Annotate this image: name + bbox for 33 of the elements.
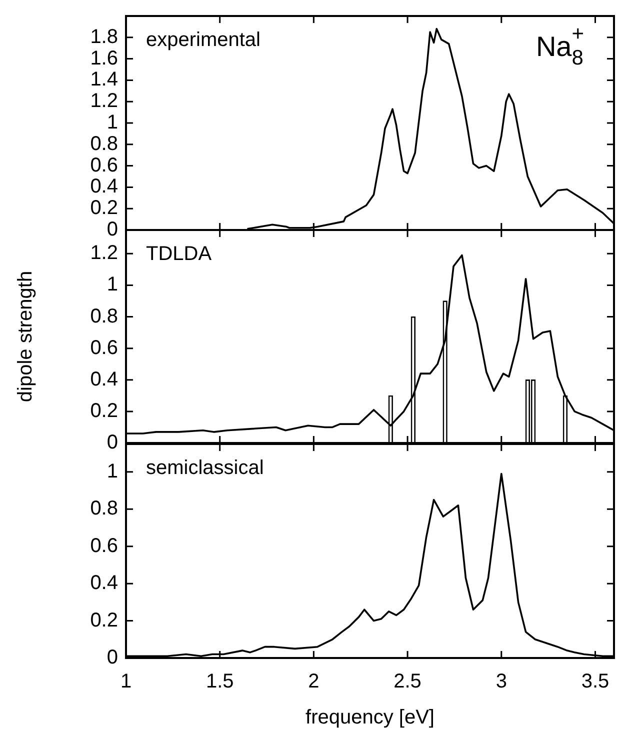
x-tick-label: 2.5 — [394, 670, 422, 693]
y-tick-label: 1 — [106, 274, 118, 296]
y-tick-label: 0 — [106, 432, 118, 454]
x-tick-label: 1.5 — [206, 670, 234, 693]
y-tick-label: 0.6 — [90, 534, 118, 557]
x-tick-label: 3 — [496, 670, 507, 693]
y-tick-label: 1.2 — [90, 90, 118, 112]
y-tick-label: 0.2 — [90, 197, 118, 220]
y-tick-label: 1 — [106, 460, 118, 482]
y-axis-title: dipole strength — [14, 270, 37, 402]
y-tick-label: 0.8 — [90, 305, 118, 328]
y-tick-label: 0.4 — [90, 572, 118, 594]
annotation: experimental — [146, 29, 261, 51]
annotation: TDLDA — [146, 243, 212, 265]
y-tick-label: 0.6 — [90, 336, 118, 359]
y-tick-label: 0.2 — [90, 609, 118, 632]
y-tick-label: 0.8 — [90, 498, 118, 520]
y-tick-label: 0.2 — [90, 400, 118, 422]
y-tick-label: 0.4 — [90, 176, 118, 198]
y-tick-label: 1.8 — [90, 26, 118, 48]
x-tick-label: 2 — [308, 670, 320, 693]
y-tick-label: 1.2 — [90, 242, 118, 264]
y-tick-label: 1.4 — [90, 68, 118, 91]
y-tick-label: 1 — [106, 112, 118, 134]
y-tick-label: 0.8 — [90, 132, 118, 155]
y-tick-label: 0 — [106, 646, 118, 669]
y-tick-label: 0.4 — [90, 368, 118, 390]
x-axis-title: frequency [eV] — [306, 706, 434, 729]
y-tick-label: 0 — [106, 218, 118, 241]
y-tick-label: 0.6 — [90, 154, 118, 176]
x-tick-label: 3.5 — [581, 670, 610, 693]
annotation: semiclassical — [146, 457, 264, 479]
y-tick-label: 1.6 — [90, 47, 118, 70]
